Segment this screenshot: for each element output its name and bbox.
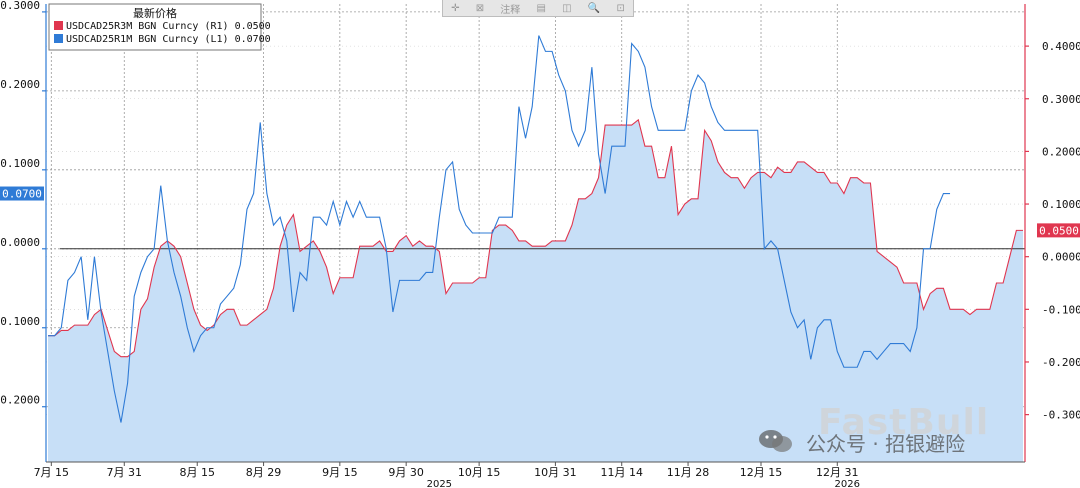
area-fill	[48, 119, 1023, 462]
left-tick-label: 0.2000	[0, 78, 40, 91]
last-value-badge-left	[0, 186, 44, 201]
watermark-text: 公众号 · 招银避险	[806, 432, 966, 456]
wechat-icon	[759, 430, 792, 452]
left-axis-ticks: 0.3000 0.2000 0.1000 0.0000 -0.1000 -0.2000	[0, 0, 46, 408]
x-tick-label: 12月 31	[816, 466, 859, 479]
last-value-badge-right	[1037, 223, 1080, 238]
legend-entry: USDCAD25R3M BGN Curncy (R1) 0.0500	[66, 21, 271, 32]
right-tick-label: 0.0000	[1042, 251, 1080, 264]
right-tick-label: -0.2000	[1042, 356, 1080, 369]
series-line-l1	[48, 35, 951, 423]
series-lines	[48, 35, 1025, 423]
last-value-left: 0.0700	[2, 188, 42, 201]
x-tick-label: 10月 31	[534, 466, 577, 479]
left-tick-label: 0.3000	[0, 0, 40, 12]
axes	[45, 4, 1026, 463]
legend-swatch	[54, 34, 63, 43]
left-tick-label: 0.1000	[0, 157, 40, 170]
legend-box	[48, 3, 262, 51]
right-tick-label: 0.3000	[1042, 93, 1080, 106]
x-tick-label: 11月 28	[667, 466, 710, 479]
annotate-button[interactable]: 注释	[500, 4, 521, 16]
x-tick-label: 10月 15	[458, 466, 501, 479]
layout-icon[interactable]: ◫	[562, 2, 572, 14]
right-tick-label: -0.3000	[1042, 409, 1080, 422]
watermark: FastBull 公众号 · 招银避险	[758, 402, 1058, 468]
watermark-logo: FastBull	[818, 402, 990, 443]
left-tick-label: -0.1000	[0, 315, 40, 328]
last-value-right: 0.0500	[1039, 224, 1079, 237]
fullscreen-icon[interactable]: ⊡	[616, 2, 625, 14]
search-icon[interactable]: 🔍	[587, 2, 601, 14]
x-tick-label: 7月 31	[107, 466, 143, 479]
last-value-labels: 0.0700 0.0500	[0, 186, 1080, 238]
legend-swatch	[54, 21, 63, 30]
right-tick-label: -0.1000	[1042, 303, 1080, 316]
zoom-icon[interactable]: ⊠	[475, 2, 485, 14]
right-axis-ticks: 0.4000 0.3000 0.2000 0.1000 0.0000 -0.1000 -0.…	[1025, 40, 1080, 422]
x-tick-label: 8月 29	[246, 466, 282, 479]
x-tick-label: 9月 15	[322, 466, 358, 479]
x-tick-label: 12月 15	[740, 466, 783, 479]
legend-title: 最新价格	[133, 6, 177, 20]
x-tick-label: 11月 14	[600, 466, 643, 479]
area-usdcad25r3m	[48, 119, 1023, 462]
left-tick-label: 0.0000	[0, 236, 40, 249]
table-icon[interactable]: ▤	[536, 2, 546, 14]
chart-toolbar[interactable]: ✛ ⊠ 注释 ▤ ◫ 🔍 ⊡	[442, 0, 634, 17]
left-tick-label: -0.2000	[0, 394, 40, 407]
x-tick-label: 9月 30	[388, 466, 424, 479]
right-tick-label: 0.2000	[1042, 145, 1080, 158]
legend-entry: USDCAD25R1M BGN Curncy (L1) 0.0700	[66, 34, 271, 45]
right-tick-label: 0.4000	[1042, 40, 1080, 53]
x-year-label: 2026	[835, 479, 860, 488]
x-year-label: 2025	[427, 479, 452, 488]
crosshair-icon[interactable]: ✛	[451, 2, 460, 14]
x-tick-label: 8月 15	[179, 466, 215, 479]
x-tick-label: 7月 15	[34, 466, 70, 479]
x-axis-ticks: 7月 15 7月 31 8月 15 8月 29 9月 15 9月 30 10月 15 10月 …	[34, 462, 860, 488]
right-tick-label: 0.1000	[1042, 198, 1080, 211]
